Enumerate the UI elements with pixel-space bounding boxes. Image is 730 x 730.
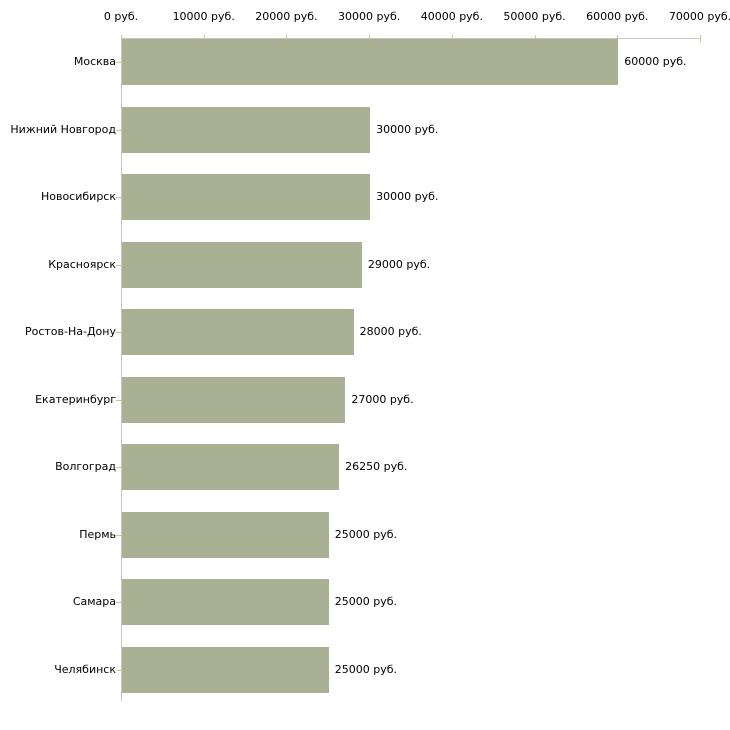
value-label: 28000 руб. bbox=[359, 325, 422, 338]
category-label: Пермь bbox=[79, 527, 116, 541]
category-label: Самара bbox=[72, 595, 116, 608]
category-label: Ростов-На-Дону bbox=[24, 325, 116, 338]
x-tick-mark bbox=[534, 35, 536, 42]
bar bbox=[122, 241, 362, 288]
x-tick-mark bbox=[700, 35, 701, 42]
category-tick-mark bbox=[116, 467, 122, 468]
x-tick-label: 20000 руб. bbox=[255, 10, 318, 23]
value-label: 26250 руб. bbox=[345, 460, 408, 473]
x-tick-mark bbox=[451, 35, 453, 42]
value-label: 25000 руб. bbox=[334, 527, 398, 541]
x-tick-label: 70000 руб. bbox=[668, 10, 730, 23]
category-tick-mark bbox=[116, 535, 122, 536]
category-tick-mark bbox=[116, 670, 122, 671]
category-label: Екатеринбург bbox=[35, 392, 116, 406]
category-label: Красноярск bbox=[48, 257, 116, 271]
category-tick-mark bbox=[116, 130, 122, 131]
x-tick-mark bbox=[286, 35, 288, 42]
x-tick-mark bbox=[369, 35, 371, 42]
value-label: 30000 руб. bbox=[376, 190, 439, 203]
category-label: Челябинск bbox=[54, 662, 116, 676]
category-tick-mark bbox=[116, 265, 122, 266]
bar bbox=[122, 646, 329, 693]
x-tick-label: 30000 руб. bbox=[338, 10, 401, 23]
x-tick-mark bbox=[121, 35, 122, 42]
category-tick-mark bbox=[116, 602, 122, 603]
x-tick-label: 0 руб. bbox=[103, 10, 139, 23]
value-label: 25000 руб. bbox=[334, 595, 398, 608]
value-label: 25000 руб. bbox=[334, 662, 398, 676]
value-label: 27000 руб. bbox=[351, 392, 414, 406]
bar bbox=[122, 579, 329, 625]
x-tick-label: 10000 руб. bbox=[172, 10, 235, 23]
category-tick-mark bbox=[116, 62, 122, 63]
x-tick-label: 40000 руб. bbox=[420, 10, 483, 23]
x-tick-label: 50000 руб. bbox=[503, 10, 566, 23]
y-axis-line bbox=[121, 38, 122, 701]
bar bbox=[122, 174, 371, 220]
value-label: 29000 руб. bbox=[367, 257, 431, 271]
bar bbox=[122, 444, 340, 490]
bar bbox=[122, 376, 346, 423]
x-tick-mark bbox=[203, 35, 205, 42]
category-label: Новосибирск bbox=[40, 190, 116, 203]
bar bbox=[122, 511, 329, 558]
category-label: Москва bbox=[73, 55, 116, 68]
x-tick-label: 60000 руб. bbox=[586, 10, 649, 23]
category-tick-mark bbox=[116, 197, 122, 198]
x-axis-line bbox=[121, 38, 700, 39]
value-label: 30000 руб. bbox=[376, 122, 439, 136]
bar bbox=[122, 106, 371, 153]
bar bbox=[122, 309, 354, 355]
category-tick-mark bbox=[116, 332, 122, 333]
x-tick-mark bbox=[617, 35, 619, 42]
bar bbox=[122, 39, 619, 85]
category-tick-mark bbox=[116, 400, 122, 401]
category-label: Нижний Новгород bbox=[10, 122, 116, 136]
value-label: 60000 руб. bbox=[624, 55, 687, 68]
category-label: Волгоград bbox=[55, 460, 116, 473]
